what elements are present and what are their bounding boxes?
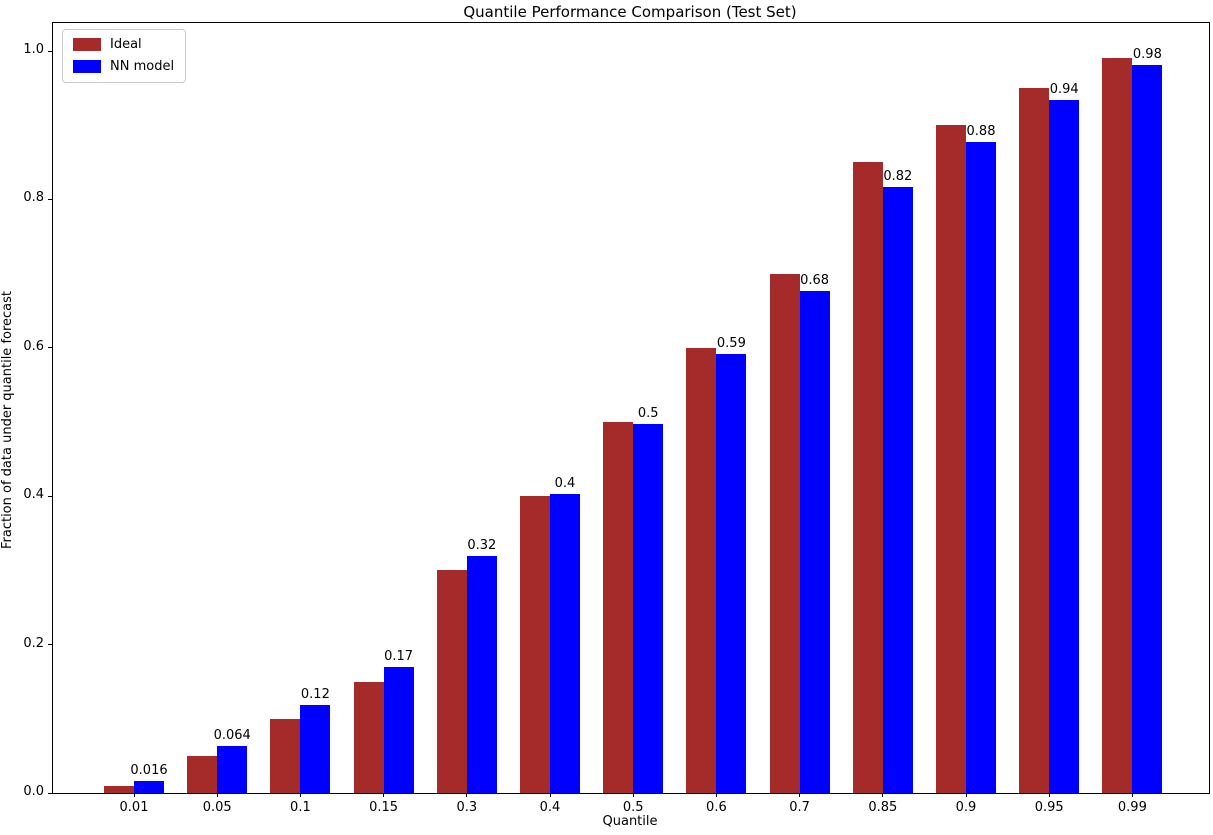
y-tick-label: 1.0 [23, 42, 44, 57]
bar-value-label: 0.88 [966, 123, 996, 139]
bar-nn-model [882, 186, 913, 793]
x-tick-label: 0.4 [539, 800, 561, 815]
bar-value-label: 0.94 [1049, 81, 1079, 97]
bar-nn-model [716, 353, 747, 793]
plot-area: Ideal NN model 0.01 0.016 0.05 0.064 0.1 0.12… [23, 22, 1210, 815]
bar-ideal [1102, 58, 1133, 793]
bar-nn-model [134, 781, 164, 793]
y-tick [48, 347, 52, 349]
chart-title: Quantile Performance Comparison (Test Se… [463, 3, 797, 21]
bar-ideal [936, 125, 966, 793]
x-tick [632, 793, 634, 797]
bar-ideal [769, 273, 800, 793]
x-tick-label: 0.1 [290, 800, 311, 815]
x-tick [549, 793, 551, 797]
bar-ideal [353, 681, 384, 793]
bar-value-label: 0.98 [1132, 47, 1162, 63]
y-tick-label: 0.0 [23, 784, 44, 799]
x-axis-label: Quantile [602, 814, 658, 829]
x-tick [965, 793, 967, 797]
legend-label-nn-model: NN model [110, 59, 175, 74]
x-tick [882, 793, 884, 797]
y-tick-label: 0.4 [23, 487, 44, 503]
bar-value-label: 0.17 [384, 648, 414, 664]
bar-ideal [104, 785, 134, 793]
x-tick-label: 0.9 [955, 800, 977, 815]
x-tick [299, 793, 301, 797]
x-tick-label: 0.3 [456, 800, 478, 815]
bar-ideal [270, 718, 301, 793]
x-tick-label: 0.5 [622, 800, 644, 815]
x-tick-label: 0.95 [1034, 800, 1064, 815]
bar-ideal [1019, 88, 1050, 793]
bar-ideal [187, 755, 218, 793]
x-tick [383, 793, 385, 797]
bar-nn-model [466, 555, 497, 793]
y-tick [48, 50, 52, 52]
bar-value-label: 0.82 [883, 168, 913, 184]
bar-ideal [603, 422, 634, 793]
y-tick [48, 495, 52, 497]
legend-swatch-nn-model [73, 60, 101, 73]
legend: Ideal NN model [62, 29, 187, 83]
bar-nn-model [1049, 99, 1080, 793]
legend-item-nn-model: NN model [73, 59, 174, 74]
legend-swatch-ideal [73, 38, 101, 51]
x-tick [466, 793, 468, 797]
x-tick-label: 0.99 [1117, 800, 1147, 815]
bar-nn-model [966, 141, 996, 793]
y-axis-label: Fraction of data under quantile forecast [0, 290, 15, 550]
bar-value-label: 0.59 [716, 335, 746, 351]
x-tick [1048, 793, 1050, 797]
x-tick [799, 793, 801, 797]
bar-nn-model [799, 290, 830, 793]
bar-nn-model [383, 666, 414, 793]
legend-label-ideal: Ideal [110, 37, 142, 52]
x-tick-label: 0.05 [202, 800, 232, 815]
bar-nn-model [1132, 65, 1163, 793]
bar-value-label: 0.016 [130, 763, 168, 779]
y-tick [48, 792, 52, 794]
bar-ideal [436, 570, 467, 793]
x-tick [133, 793, 135, 797]
x-tick [715, 793, 717, 797]
y-tick [48, 644, 52, 646]
bar-nn-model [550, 493, 580, 793]
bar-value-label: 0.4 [554, 475, 576, 491]
bar-value-label: 0.68 [800, 272, 830, 288]
x-tick-label: 0.01 [119, 800, 149, 815]
x-tick [1131, 793, 1133, 797]
bar-nn-model [217, 745, 248, 793]
bar-ideal [852, 162, 883, 793]
x-tick-label: 0.7 [789, 800, 810, 815]
x-tick-label: 0.15 [369, 800, 399, 815]
y-tick-label: 0.6 [23, 338, 44, 354]
bar-value-label: 0.32 [467, 537, 497, 553]
x-tick [216, 793, 218, 797]
bar-ideal [520, 496, 550, 793]
x-tick-label: 0.6 [706, 800, 727, 815]
y-tick [48, 198, 52, 200]
bar-value-label: 0.5 [637, 406, 659, 422]
bar-nn-model [633, 424, 664, 793]
bar-ideal [686, 347, 717, 793]
y-tick-label: 0.8 [23, 190, 44, 206]
bar-value-label: 0.12 [300, 687, 330, 703]
x-tick-label: 0.85 [868, 800, 898, 815]
bar-value-label: 0.064 [213, 727, 251, 743]
bar-nn-model [300, 705, 331, 793]
y-tick-label: 0.2 [23, 635, 44, 651]
legend-item-ideal: Ideal [73, 37, 174, 52]
